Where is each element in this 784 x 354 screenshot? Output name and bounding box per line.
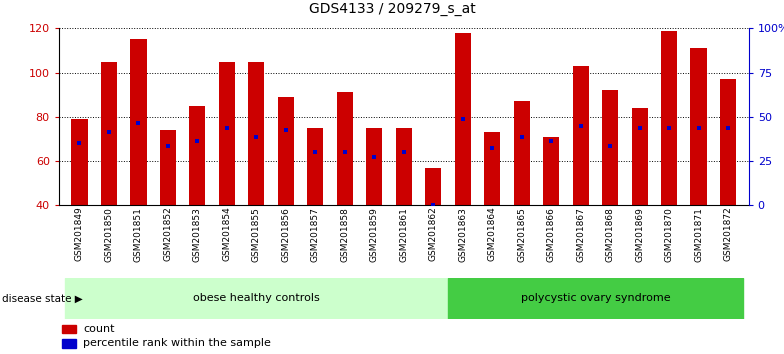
Text: count: count bbox=[83, 324, 114, 334]
Bar bbox=[514, 101, 530, 205]
Bar bbox=[632, 108, 648, 205]
Text: disease state ▶: disease state ▶ bbox=[2, 294, 82, 304]
Bar bbox=[249, 62, 264, 205]
Bar bbox=[160, 130, 176, 205]
Text: GDS4133 / 209279_s_at: GDS4133 / 209279_s_at bbox=[309, 2, 475, 16]
Bar bbox=[130, 39, 147, 205]
Bar bbox=[189, 106, 205, 205]
Bar bbox=[543, 137, 559, 205]
Bar bbox=[691, 48, 706, 205]
Bar bbox=[307, 128, 324, 205]
Text: polycystic ovary syndrome: polycystic ovary syndrome bbox=[521, 293, 670, 303]
Bar bbox=[336, 92, 353, 205]
Bar bbox=[65, 278, 448, 319]
Text: percentile rank within the sample: percentile rank within the sample bbox=[83, 338, 270, 348]
Bar bbox=[602, 90, 619, 205]
Bar bbox=[720, 79, 736, 205]
Bar bbox=[101, 62, 117, 205]
Bar bbox=[366, 128, 383, 205]
Bar bbox=[572, 66, 589, 205]
Bar bbox=[661, 30, 677, 205]
Text: obese healthy controls: obese healthy controls bbox=[193, 293, 320, 303]
Bar bbox=[62, 339, 76, 348]
Bar bbox=[219, 62, 235, 205]
Bar bbox=[62, 325, 76, 333]
Bar bbox=[396, 128, 412, 205]
Bar bbox=[484, 132, 500, 205]
Bar bbox=[425, 168, 441, 205]
Bar bbox=[71, 119, 88, 205]
Bar bbox=[455, 33, 471, 205]
Bar bbox=[278, 97, 294, 205]
Bar bbox=[448, 278, 742, 319]
